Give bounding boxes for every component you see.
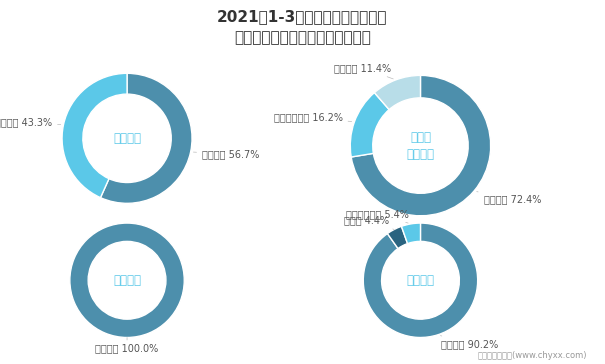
Text: 新开工
施工面积: 新开工 施工面积: [407, 131, 434, 161]
Text: 竣工面积: 竣工面积: [113, 274, 141, 287]
Text: 2021年1-3月西藏自治区商品住宅
投资、施工、竣工、销售分类占比: 2021年1-3月西藏自治区商品住宅 投资、施工、竣工、销售分类占比: [217, 9, 388, 45]
Text: 商业营业用房 5.4%: 商业营业用房 5.4%: [346, 209, 409, 223]
Text: 商品住宅 72.4%: 商品住宅 72.4%: [477, 191, 541, 204]
Text: 投资金额: 投资金额: [113, 132, 141, 145]
Wedge shape: [350, 93, 389, 157]
Text: 其他用房 43.3%: 其他用房 43.3%: [0, 117, 60, 127]
Text: 销售面积: 销售面积: [407, 274, 434, 287]
Text: 其他用房 11.4%: 其他用房 11.4%: [335, 63, 393, 79]
Text: 制图：智研咨询(www.chyxx.com): 制图：智研咨询(www.chyxx.com): [477, 351, 587, 360]
Wedge shape: [100, 73, 192, 203]
Text: 商业营业用房 16.2%: 商业营业用房 16.2%: [273, 112, 352, 123]
Wedge shape: [387, 226, 408, 249]
Text: 商品住宅 100.0%: 商品住宅 100.0%: [96, 337, 159, 353]
Wedge shape: [62, 73, 127, 198]
Text: 办公楼 4.4%: 办公楼 4.4%: [344, 215, 394, 229]
Text: 商品住宅 90.2%: 商品住宅 90.2%: [440, 336, 498, 349]
Wedge shape: [352, 75, 491, 216]
Wedge shape: [70, 223, 185, 337]
Wedge shape: [363, 223, 478, 337]
Text: 商品住宅 56.7%: 商品住宅 56.7%: [194, 149, 260, 159]
Wedge shape: [402, 223, 420, 244]
Wedge shape: [374, 75, 420, 110]
